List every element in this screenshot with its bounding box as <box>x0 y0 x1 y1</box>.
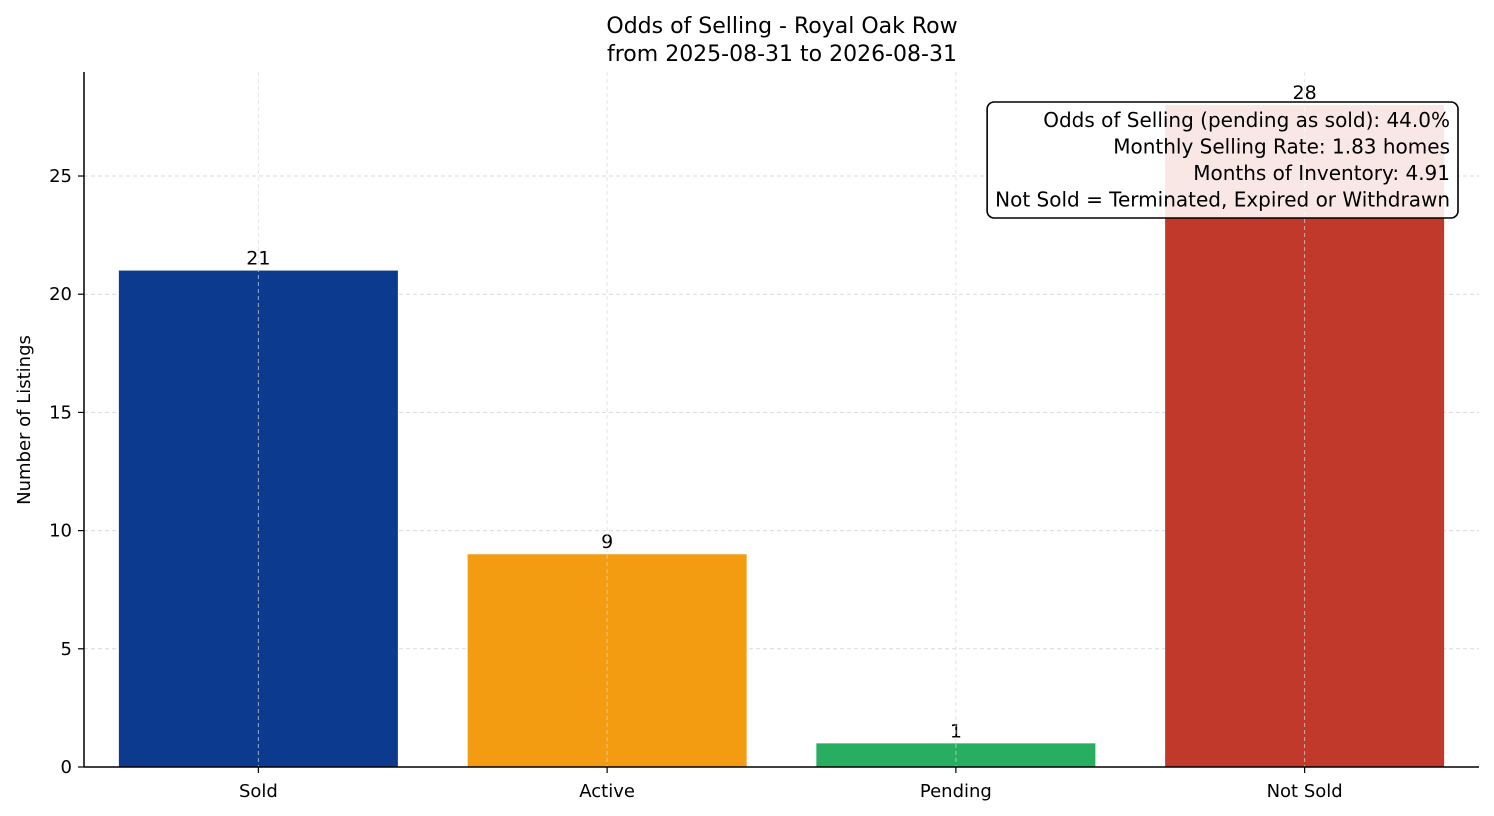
y-tick-label-0: 0 <box>61 757 72 778</box>
bar-pending <box>816 743 1096 767</box>
axis-layer: 0 5 10 15 20 25 Sold Active Pending Not Sold <box>49 72 1479 802</box>
x-tick-label-3: Not Sold <box>1267 781 1343 802</box>
y-axis-label: Number of Listings <box>14 335 35 505</box>
annotation-line-3: Not Sold = Terminated, Expired or Withdr… <box>995 188 1450 212</box>
annotation-frame <box>986 101 1459 219</box>
annotation-line-0: Odds of Selling (pending as sold): 44.0% <box>1043 108 1450 132</box>
annotation-line-2: Months of Inventory: 4.91 <box>1193 161 1450 185</box>
annotation-line-1: Monthly Selling Rate: 1.83 homes <box>1113 135 1450 159</box>
y-tick-label-1: 5 <box>61 639 72 660</box>
x-tick-label-0: Sold <box>239 781 278 802</box>
x-tick-label-1: Active <box>579 781 635 802</box>
y-tick-label-5: 25 <box>49 166 72 187</box>
y-tick-label-2: 10 <box>49 521 72 542</box>
data-label-sold: 21 <box>246 248 270 270</box>
x-tick-label-2: Pending <box>920 781 992 802</box>
chart-subtitle: from 2025-08-31 to 2026-08-31 <box>607 42 957 67</box>
y-tick-label-4: 20 <box>49 284 72 305</box>
y-tick-label-3: 15 <box>49 402 72 423</box>
chart-title: Odds of Selling - Royal Oak Row <box>606 14 957 39</box>
annotation-box: Odds of Selling (pending as sold): 44.0%… <box>986 101 1459 219</box>
